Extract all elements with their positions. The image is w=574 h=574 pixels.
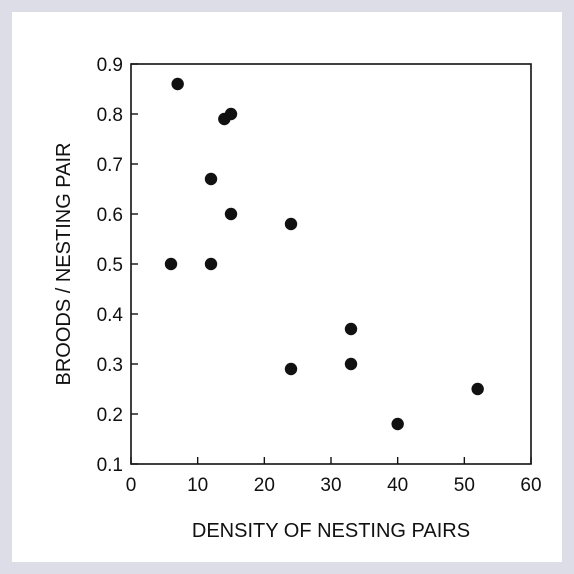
x-tick-label: 20	[254, 475, 275, 496]
y-tick-label: 0.5	[97, 255, 123, 276]
data-point	[164, 257, 178, 271]
figure-frame	[12, 12, 562, 562]
data-point	[344, 322, 358, 336]
y-axis-ticks: 0.1 0.2 0.3 0.4 0.5 0.6 0.7 0.8 0.9	[97, 55, 138, 476]
x-tick-label: 50	[454, 475, 475, 496]
x-axis-title: DENSITY OF NESTING PAIRS	[192, 520, 470, 542]
data-point	[391, 417, 404, 431]
x-tick-label: 10	[187, 475, 208, 496]
data-point	[204, 257, 218, 271]
data-point	[204, 172, 218, 186]
y-tick-label: 0.2	[97, 405, 123, 426]
x-tick-label: 30	[320, 475, 341, 496]
data-point	[284, 217, 298, 231]
data-point	[284, 362, 298, 376]
data-point	[224, 107, 238, 121]
x-tick-label: 60	[520, 475, 541, 496]
y-tick-label: 0.8	[97, 105, 123, 126]
y-tick-label: 0.9	[97, 55, 123, 76]
data-points	[164, 77, 484, 431]
y-tick-label: 0.4	[97, 305, 124, 326]
y-tick-label: 0.7	[97, 155, 123, 176]
data-point	[171, 77, 184, 91]
y-tick-label: 0.3	[97, 355, 123, 376]
y-axis-title: BROODS / NESTING PAIR	[53, 143, 75, 386]
data-point	[471, 382, 484, 396]
y-tick-label: 0.6	[97, 205, 123, 226]
x-tick-label: 40	[387, 475, 408, 496]
data-point	[344, 357, 358, 371]
x-axis-ticks: 0 10 20 30 40 50 60	[126, 457, 542, 496]
plot-area	[130, 63, 532, 465]
data-point	[224, 207, 238, 221]
y-tick-label: 0.1	[97, 455, 123, 476]
x-tick-label: 0	[126, 475, 137, 496]
